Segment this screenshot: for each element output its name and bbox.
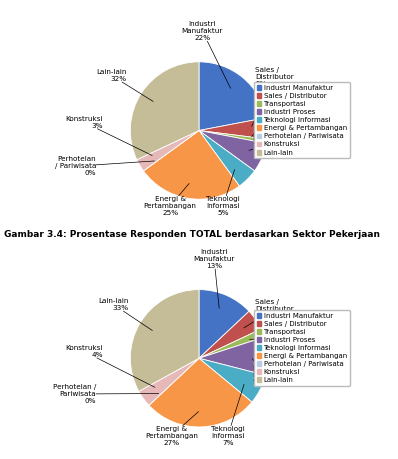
Wedge shape [199,130,266,171]
Text: Teknologi
Informasi
5%: Teknologi Informasi 5% [206,169,240,216]
Wedge shape [143,130,199,171]
Text: Gambar 3.4: Prosentase Responden TOTAL berdasarkan Sektor Pekerjaan: Gambar 3.4: Prosentase Responden TOTAL b… [4,230,380,239]
Wedge shape [199,62,266,130]
Wedge shape [149,358,199,405]
Text: Lain-lain
32%: Lain-lain 32% [97,69,153,101]
Wedge shape [199,130,255,186]
Text: Konstruksi
4%: Konstruksi 4% [65,345,155,387]
Text: Industri Proses
7%: Industri Proses 7% [249,136,306,150]
Text: Konstruksi
3%: Konstruksi 3% [65,116,152,156]
Text: Transportasi
1%: Transportasi 1% [252,100,300,136]
Legend: Industri Manufaktur, Sales / Distributor, Transportasi, Industri Proses, Teknolo: Industri Manufaktur, Sales / Distributor… [254,82,349,158]
Text: Industri
Manufaktur
22%: Industri Manufaktur 22% [182,21,230,88]
Wedge shape [199,358,265,402]
Wedge shape [139,358,199,405]
Wedge shape [199,130,267,143]
Wedge shape [130,290,199,392]
Text: Lain-lain
33%: Lain-lain 33% [99,298,152,330]
Legend: Industri Manufaktur, Sales / Distributor, Transportasi, Industri Proses, Teknolo: Industri Manufaktur, Sales / Distributor… [254,310,349,386]
Text: Sales /
Distributor
5%: Sales / Distributor 5% [244,299,294,328]
Wedge shape [143,130,239,199]
Wedge shape [130,62,199,160]
Wedge shape [199,311,261,358]
Text: Perhotelan /
Pariwisata
0%: Perhotelan / Pariwisata 0% [53,384,159,404]
Text: Industri
Manufaktur
13%: Industri Manufaktur 13% [193,249,235,308]
Text: Teknologi
Informasi
7%: Teknologi Informasi 7% [211,384,245,446]
Text: Energi &
Pertambangan
25%: Energi & Pertambangan 25% [144,184,197,216]
Wedge shape [149,358,252,427]
Text: Industri
Proses
9%: Industri Proses 9% [252,359,280,386]
Text: Transportasi
2%: Transportasi 2% [250,333,303,346]
Wedge shape [199,337,268,375]
Wedge shape [137,130,199,171]
Wedge shape [199,329,264,358]
Wedge shape [199,118,268,139]
Text: Energi &
Pertambangan
27%: Energi & Pertambangan 27% [145,412,199,446]
Text: Sales /
Distributor
5%: Sales / Distributor 5% [252,67,294,126]
Text: Perhotelan
/ Pariwisata
0%: Perhotelan / Pariwisata 0% [55,156,154,176]
Wedge shape [199,290,249,358]
